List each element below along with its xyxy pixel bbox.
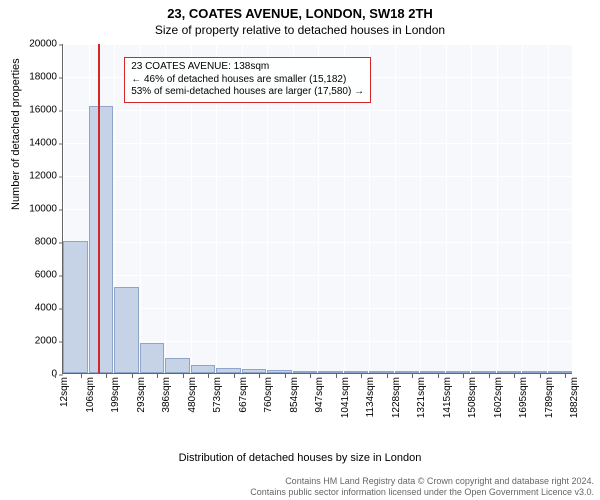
histogram-bar xyxy=(63,241,88,373)
y-tick-label: 4000 xyxy=(35,303,63,314)
gridline-vertical xyxy=(548,44,549,373)
y-tick-label: 12000 xyxy=(29,171,63,182)
gridline-vertical xyxy=(573,44,574,373)
y-tick-label: 6000 xyxy=(35,270,63,281)
y-axis-label: Number of detached properties xyxy=(10,58,22,210)
y-tick-label: 10000 xyxy=(29,204,63,215)
histogram-bar xyxy=(89,106,114,373)
histogram-bar xyxy=(522,371,547,373)
y-tick-label: 8000 xyxy=(35,237,63,248)
annotation-line: 23 COATES AVENUE: 138sqm xyxy=(131,61,364,74)
y-tick-label: 18000 xyxy=(29,72,63,83)
histogram-bar xyxy=(267,370,292,373)
footer-line-1: Contains HM Land Registry data © Crown c… xyxy=(250,476,594,487)
histogram-bar xyxy=(114,287,139,373)
histogram-bar xyxy=(395,371,420,373)
y-tick-label: 20000 xyxy=(29,39,63,50)
gridline-vertical xyxy=(471,44,472,373)
gridline-vertical xyxy=(395,44,396,373)
gridline-vertical xyxy=(420,44,421,373)
footer-line-2: Contains public sector information licen… xyxy=(250,487,594,498)
histogram-bar xyxy=(420,371,445,373)
histogram-bar xyxy=(216,368,241,373)
chart-plot-container: 0200040006000800010000120001400016000180… xyxy=(62,44,572,374)
gridline-vertical xyxy=(497,44,498,373)
histogram-bar xyxy=(344,371,369,373)
annotation-line: 53% of semi-detached houses are larger (… xyxy=(131,86,364,99)
histogram-bar xyxy=(165,358,190,373)
chart-title-sub: Size of property relative to detached ho… xyxy=(0,21,600,41)
histogram-bar xyxy=(471,371,496,373)
histogram-bar xyxy=(497,371,522,373)
gridline-vertical xyxy=(446,44,447,373)
annotation-line: ← 46% of detached houses are smaller (15… xyxy=(131,74,364,87)
histogram-bar xyxy=(369,371,394,373)
histogram-bar xyxy=(191,365,216,373)
gridline-vertical xyxy=(522,44,523,373)
histogram-bar xyxy=(548,371,573,373)
y-tick-label: 16000 xyxy=(29,105,63,116)
x-axis-label: Distribution of detached houses by size … xyxy=(0,452,600,464)
y-tick-label: 14000 xyxy=(29,138,63,149)
property-marker-line xyxy=(98,44,100,373)
footer-attribution: Contains HM Land Registry data © Crown c… xyxy=(250,476,594,498)
histogram-bar xyxy=(446,371,471,373)
histogram-bar xyxy=(242,369,267,373)
plot-area: 0200040006000800010000120001400016000180… xyxy=(62,44,572,374)
histogram-bar xyxy=(318,371,343,373)
annotation-callout: 23 COATES AVENUE: 138sqm← 46% of detache… xyxy=(124,57,371,103)
y-tick-label: 2000 xyxy=(35,336,63,347)
histogram-bar xyxy=(140,343,165,373)
chart-title-main: 23, COATES AVENUE, LONDON, SW18 2TH xyxy=(0,0,600,21)
histogram-bar xyxy=(293,371,318,373)
